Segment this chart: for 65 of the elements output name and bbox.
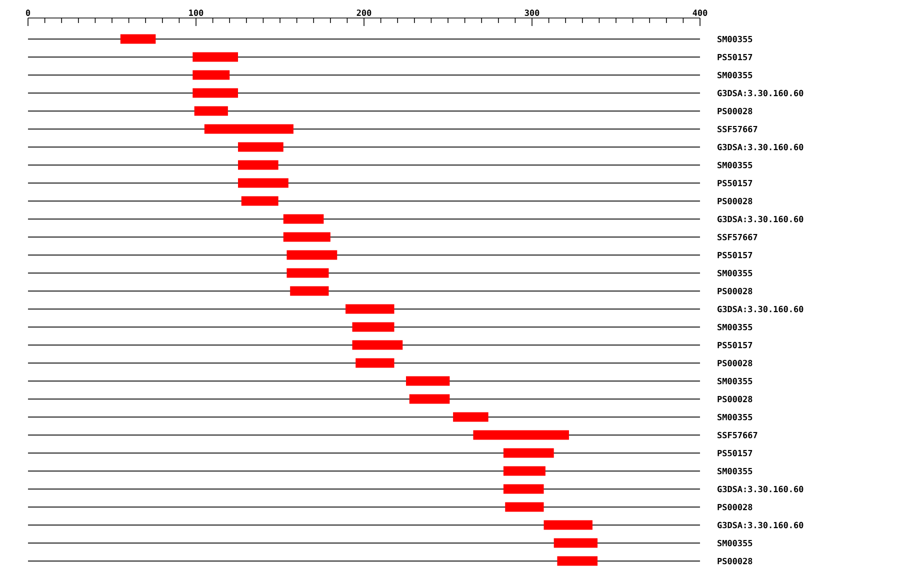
y-tick-label: SM00355	[718, 72, 752, 78]
y-tick-label: PS00028	[718, 396, 752, 402]
bar	[120, 34, 156, 44]
bar	[241, 196, 278, 206]
bar	[283, 232, 330, 242]
x-tick-label: 300	[524, 10, 540, 16]
bar	[453, 412, 488, 422]
bar	[505, 502, 544, 512]
y-tick-label: PS00028	[718, 558, 752, 564]
bar	[503, 448, 554, 458]
y-tick-label: G3DSA:3.30.160.60	[718, 486, 804, 492]
y-tick-label: G3DSA:3.30.160.60	[718, 90, 804, 96]
bar	[557, 556, 598, 566]
y-tick-label: PS00028	[718, 288, 752, 294]
x-tick-label: 100	[189, 10, 204, 16]
bar	[503, 484, 544, 494]
y-tick-label: SM00355	[718, 162, 752, 168]
y-tick-label: PS00028	[718, 360, 752, 366]
bar	[290, 286, 329, 296]
y-tick-label: SM00355	[718, 414, 752, 420]
y-tick-label: SM00355	[718, 270, 752, 276]
y-tick-label: G3DSA:3.30.160.60	[718, 216, 804, 222]
y-tick-label: SSF57667	[718, 432, 758, 438]
bar	[503, 466, 546, 476]
bar	[192, 70, 230, 80]
bar	[409, 394, 450, 404]
y-tick-label: PS00028	[718, 504, 752, 510]
bar	[356, 358, 394, 368]
y-tick-label: PS00028	[718, 108, 752, 114]
bar	[283, 214, 324, 224]
y-tick-label: SSF57667	[718, 126, 758, 132]
bar	[194, 106, 228, 116]
bar	[286, 268, 329, 278]
y-tick-label: PS50157	[718, 180, 752, 186]
y-tick-label: PS50157	[718, 54, 752, 60]
bar	[238, 142, 284, 152]
x-tick-label: 200	[356, 10, 372, 16]
bar	[473, 430, 569, 440]
bar	[204, 124, 294, 134]
bar	[352, 322, 394, 332]
y-tick-label: PS50157	[718, 342, 752, 348]
y-tick-label: SM00355	[718, 540, 752, 546]
y-tick-label: PS50157	[718, 450, 752, 456]
x-tick-label: 400	[692, 10, 708, 16]
y-tick-label: PS50157	[718, 252, 752, 258]
bar	[192, 88, 238, 98]
bar	[346, 304, 394, 314]
y-tick-label: SM00355	[718, 378, 752, 384]
y-tick-label: PS00028	[718, 198, 752, 204]
bar	[238, 160, 278, 170]
bar	[406, 376, 450, 386]
bar	[238, 178, 288, 188]
bar	[192, 52, 238, 62]
bar	[286, 250, 338, 260]
y-tick-label: G3DSA:3.30.160.60	[718, 522, 804, 528]
bar	[352, 340, 403, 350]
y-tick-label: SSF57667	[718, 234, 758, 240]
y-tick-label: SM00355	[718, 324, 752, 330]
bar	[544, 520, 592, 530]
x-tick-label: 0	[26, 10, 30, 16]
y-tick-label: SM00355	[718, 468, 752, 474]
bar	[554, 538, 598, 548]
y-tick-label: SM00355	[718, 36, 752, 42]
y-tick-label: G3DSA:3.30.160.60	[718, 144, 804, 150]
y-tick-label: G3DSA:3.30.160.60	[718, 306, 804, 312]
